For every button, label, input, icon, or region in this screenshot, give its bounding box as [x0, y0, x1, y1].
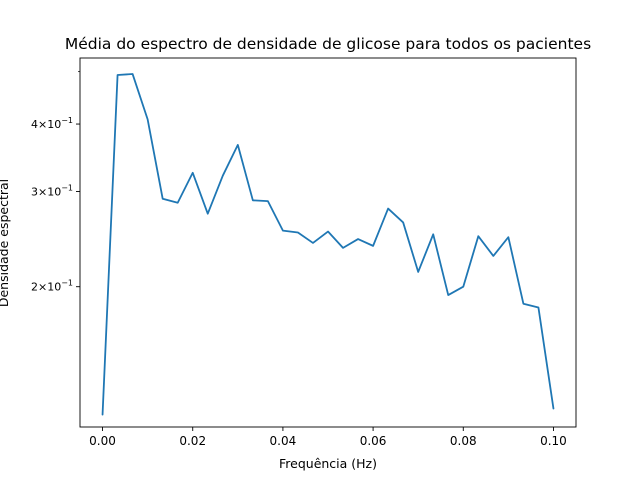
- y-tick-label: 2×10−1: [31, 279, 73, 294]
- x-tick-label: 0.02: [179, 434, 206, 448]
- y-axis-label: Densidade espectral: [0, 179, 11, 307]
- y-tick-label: 4×10−1: [31, 116, 73, 131]
- x-tick-label: 0.10: [540, 434, 567, 448]
- x-axis-label: Frequência (Hz): [279, 456, 377, 471]
- chart-title: Média do espectro de densidade de glicos…: [65, 35, 591, 53]
- x-tick-label: 0.04: [270, 434, 297, 448]
- x-tick-label: 0.08: [450, 434, 477, 448]
- series-line-group: [101, 73, 555, 416]
- x-tick-label: 0.00: [89, 434, 116, 448]
- y-tick-label: 3×10−1: [31, 184, 73, 199]
- plot-area-frame: [79, 57, 577, 428]
- axis-ticks: 0.00 0.02 0.04 0.06 0.08 0.10 2×10−1 3×10−1 4×10…: [31, 71, 567, 448]
- series-line-0: [101, 73, 555, 416]
- x-tick-label: 0.06: [360, 434, 387, 448]
